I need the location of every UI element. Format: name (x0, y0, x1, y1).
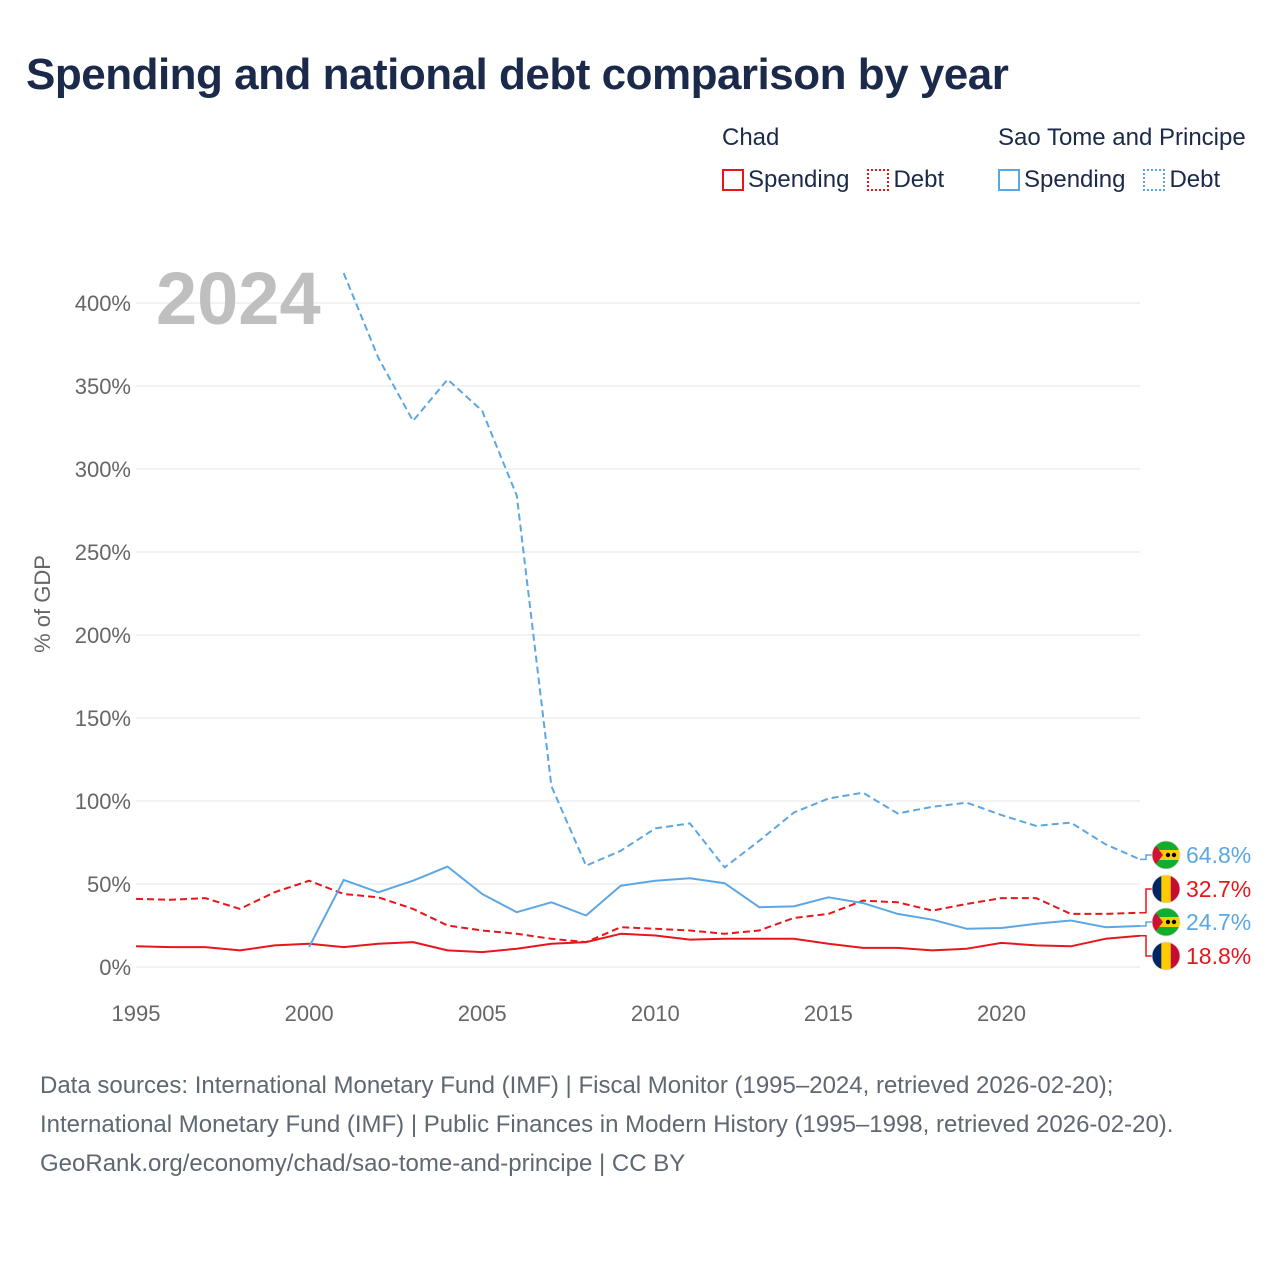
legend-item-sao-tome-spending[interactable]: Spending (998, 166, 1125, 194)
series-line-sao-tome-and-principe-debt[interactable] (342, 272, 1141, 869)
legend-group-chad: Chad Spending Debt (722, 124, 944, 194)
legend-label: Debt (1169, 166, 1221, 193)
x-tick-label: 2015 (804, 1001, 853, 1026)
sao-tome-flag-icon (1151, 907, 1181, 937)
chad-flag-icon (1151, 874, 1181, 904)
end-label-connector (1140, 854, 1152, 861)
y-tick-label: 50% (87, 872, 131, 897)
y-tick-label: 250% (75, 540, 131, 565)
y-tick-label: 150% (75, 706, 131, 731)
end-value-label: 18.8% (1186, 943, 1251, 969)
chart-title: Spending and national debt comparison by… (26, 50, 1009, 99)
legend-item-sao-tome-debt[interactable]: Debt (1143, 166, 1220, 194)
series-line-chad-spending[interactable] (135, 932, 1141, 954)
series-line-sao-tome-and-principe-spending[interactable] (308, 865, 1141, 948)
sao-tome-flag-icon (1151, 840, 1181, 870)
legend-swatch-dotted-icon (1143, 169, 1166, 191)
legend-swatch-solid-icon (998, 169, 1020, 191)
end-value-label: 64.8% (1186, 842, 1251, 868)
legend-swatch-dotted-icon (867, 169, 890, 191)
data-sources: Data sources: International Monetary Fun… (40, 1072, 1174, 1138)
year-watermark: 2024 (156, 257, 321, 340)
end-value-label: 32.7% (1186, 876, 1251, 902)
footer: Data sources: International Monetary Fun… (40, 1066, 1240, 1183)
x-tick-label: 1995 (112, 1001, 161, 1026)
legend-country-chad: Chad (722, 124, 780, 151)
legend-label: Spending (1024, 166, 1126, 193)
legend-swatch-solid-icon (722, 169, 744, 191)
series-line-chad-debt[interactable] (135, 879, 1141, 944)
end-value-label: 24.7% (1186, 909, 1251, 935)
y-axis-label: % of GDP (30, 555, 55, 653)
end-label-connector (1140, 921, 1152, 927)
y-tick-label: 300% (75, 457, 131, 482)
legend-item-chad-debt[interactable]: Debt (867, 166, 944, 194)
attribution-link[interactable]: GeoRank.org/economy/chad/sao-tome-and-pr… (40, 1150, 686, 1177)
line-chart: 2024 0% 50% 100% 150% 200% 250% 300% 350% 400% 1… (30, 257, 1251, 1026)
end-label-connector (1140, 935, 1152, 957)
chad-flag-icon (1151, 941, 1181, 971)
y-tick-label: 350% (75, 374, 131, 399)
legend-label: Spending (748, 166, 850, 193)
legend-item-chad-spending[interactable]: Spending (722, 166, 849, 194)
y-tick-label: 400% (75, 291, 131, 316)
legend-group-sao-tome: Sao Tome and Principe Spending Debt (998, 124, 1246, 194)
x-tick-label: 2020 (977, 1001, 1026, 1026)
x-tick-label: 2010 (631, 1001, 680, 1026)
legend-country-sao-tome: Sao Tome and Principe (998, 124, 1246, 151)
legend-label: Debt (893, 166, 945, 193)
x-tick-label: 2000 (285, 1001, 334, 1026)
y-tick-label: 0% (99, 955, 131, 980)
y-tick-label: 100% (75, 789, 131, 814)
y-tick-label: 200% (75, 623, 131, 648)
end-label-connector (1140, 888, 1152, 914)
x-tick-label: 2005 (458, 1001, 507, 1026)
